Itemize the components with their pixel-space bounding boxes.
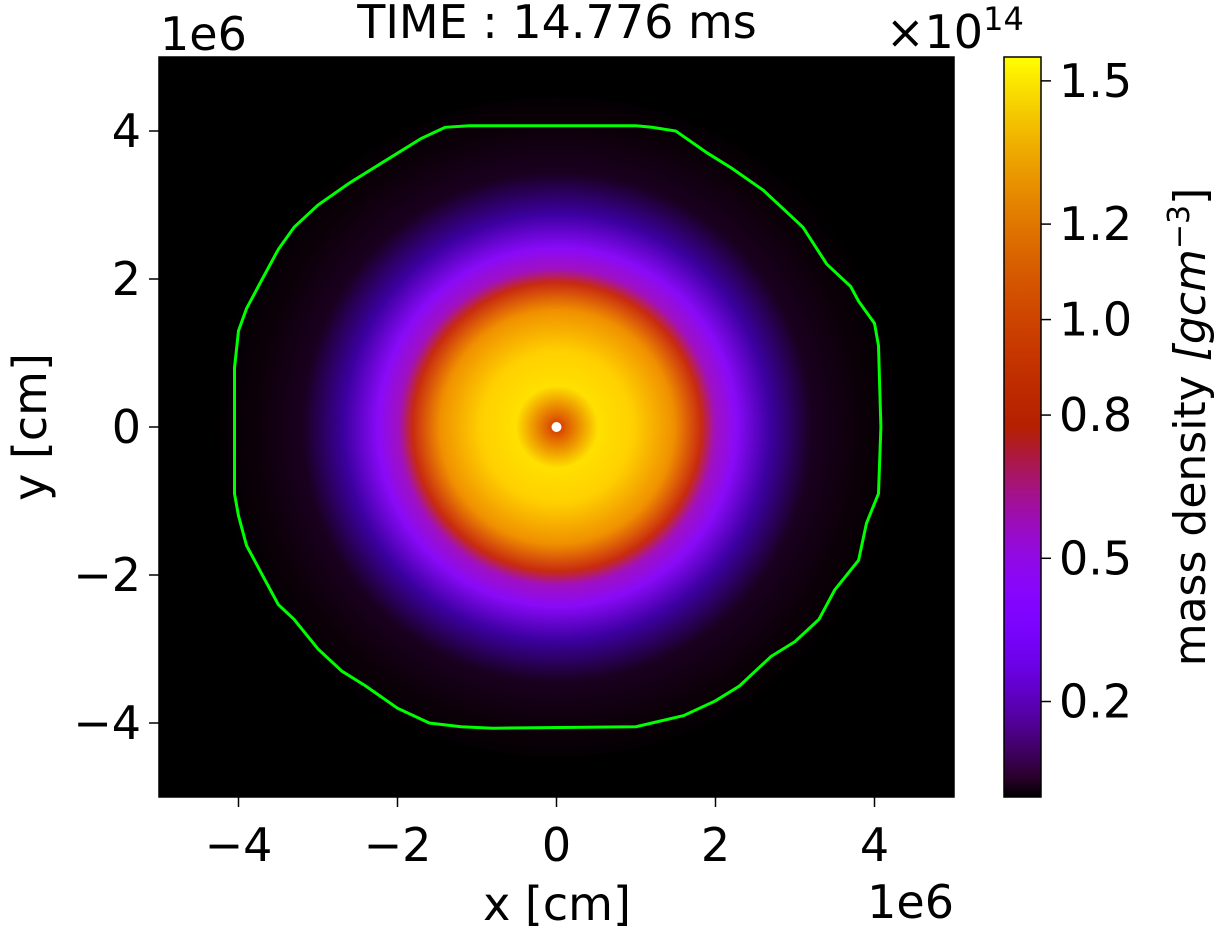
y-tick-label: −2 [73, 548, 141, 602]
center-marker [551, 422, 562, 432]
plot-area [159, 57, 954, 797]
colorbar-tick-label: 1.5 [1059, 54, 1132, 108]
chart-title: TIME : 14.776 ms [356, 0, 757, 49]
x-offset-text: 1e6 [867, 875, 954, 929]
y-offset-text: 1e6 [160, 7, 247, 61]
colorbar-label-text: mass density [1165, 375, 1216, 666]
y-axis-ticks: −4 −2 0 2 4 [73, 104, 159, 750]
colorbar-multiplier: ×1014 [886, 0, 1024, 59]
x-tick-label: 4 [860, 818, 889, 872]
colorbar-ticks: 0.2 0.5 0.8 1.0 1.2 1.5 [1041, 54, 1132, 729]
colorbar [1003, 56, 1042, 798]
y-tick-label: 2 [112, 252, 141, 306]
x-axis-label: x [cm] [483, 877, 631, 931]
colorbar-multiplier-exponent: 14 [983, 0, 1024, 38]
density-contour-line [233, 124, 883, 730]
y-tick-label: −4 [73, 696, 141, 750]
x-axis-ticks: −4 −2 0 2 4 [205, 797, 889, 872]
y-tick-label: 4 [112, 104, 141, 158]
colorbar-label-unit: [gcm [1165, 249, 1216, 361]
x-tick-label: 0 [542, 818, 571, 872]
colorbar-tick-label: 0.8 [1059, 388, 1132, 442]
colorbar-tick-label: 1.0 [1059, 293, 1132, 347]
colorbar-multiplier-base: ×10 [886, 5, 983, 59]
y-axis-label: y [cm] [3, 353, 57, 501]
colorbar-tick-label: 0.2 [1059, 675, 1132, 729]
colorbar-label-close: ] [1165, 188, 1216, 205]
y-tick-label: 0 [112, 400, 141, 454]
x-tick-label: −4 [205, 818, 273, 872]
x-tick-label: 2 [701, 818, 730, 872]
colorbar-tick-label: 0.5 [1059, 531, 1132, 585]
colorbar-tick-label: 1.2 [1059, 197, 1132, 251]
colorbar-label: mass density [gcm−3] [1162, 188, 1216, 667]
x-tick-label: −2 [364, 818, 432, 872]
colorbar-label-exponent: −3 [1162, 205, 1197, 249]
